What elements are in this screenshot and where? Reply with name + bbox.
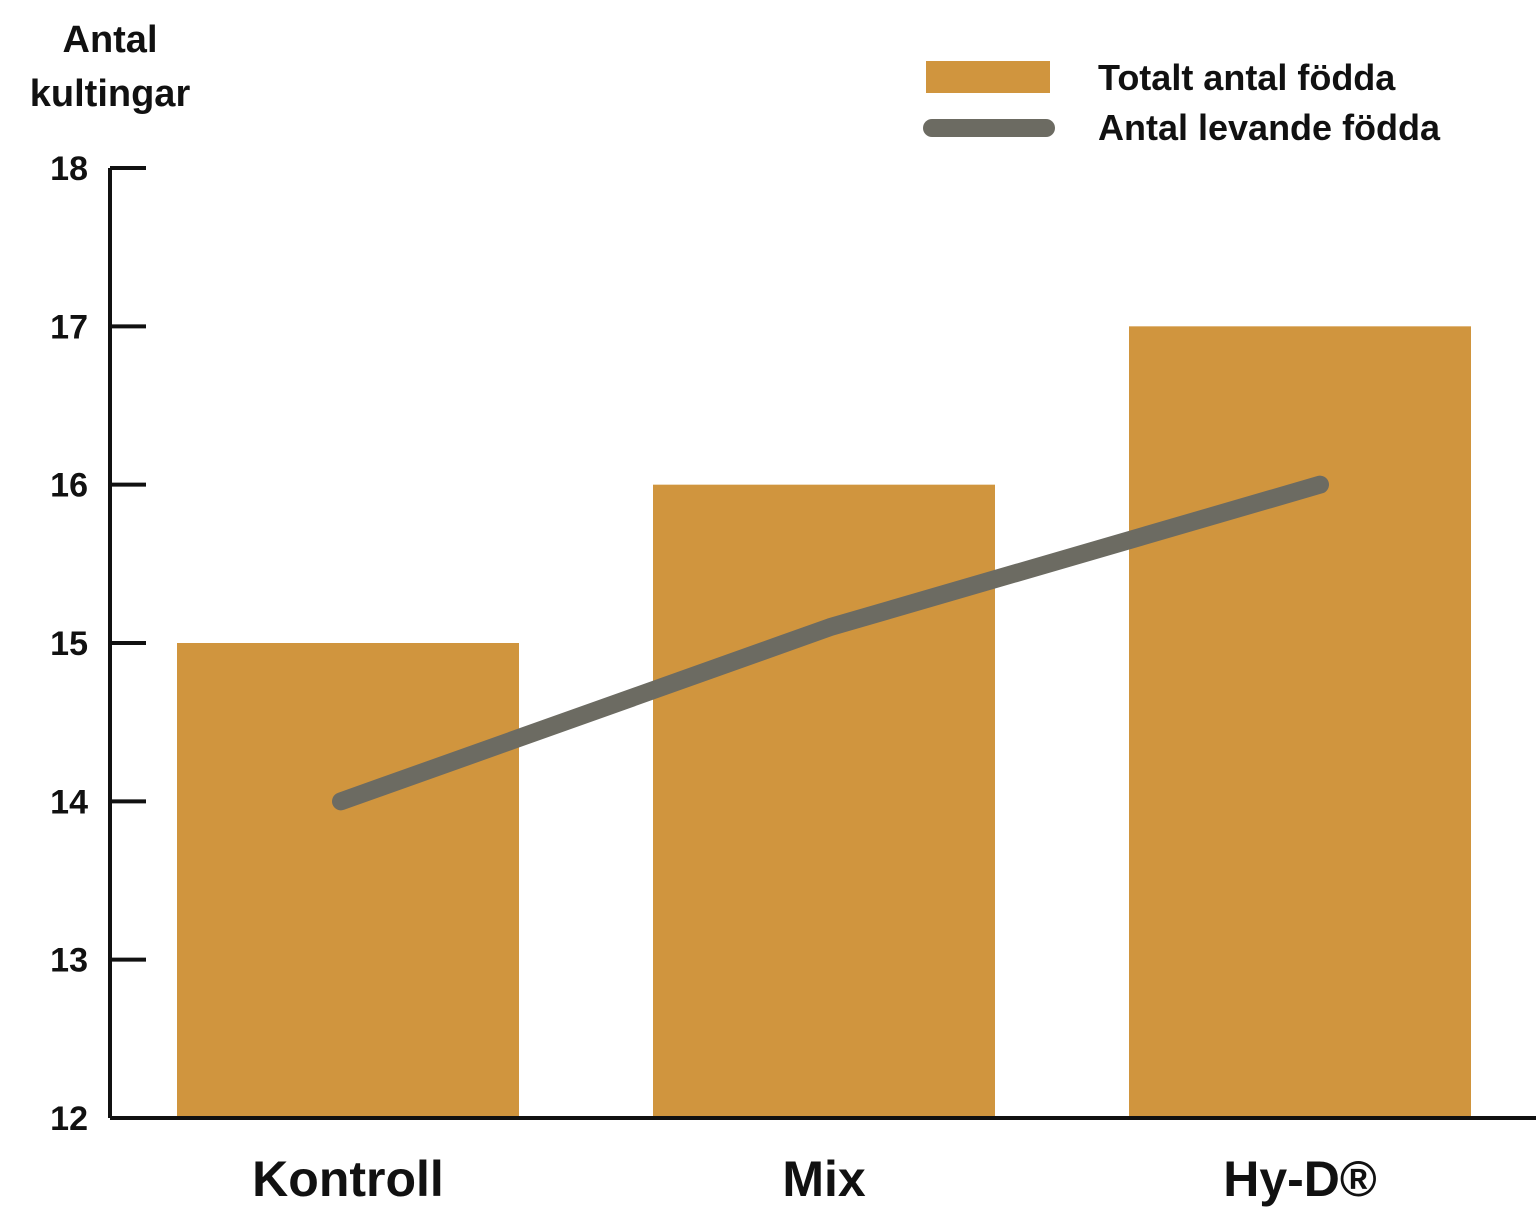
y-tick-label: 13 [50, 942, 88, 980]
y-tick-label: 18 [50, 150, 88, 188]
line-series [332, 475, 1329, 811]
x-categories: Kontroll Mix Hy-D® [252, 1151, 1377, 1207]
y-tick-label: 15 [50, 625, 88, 663]
y-tick-label: 12 [50, 1100, 88, 1138]
series-line [332, 475, 1329, 811]
y-tick-label: 17 [50, 308, 88, 346]
bar-series [177, 326, 1471, 1119]
y-axis-label-line-2: kultingar [30, 73, 191, 115]
y-ticks: 12 13 14 15 16 17 18 [50, 150, 146, 1138]
y-tick-label: 16 [50, 467, 88, 505]
bar [1129, 326, 1471, 1118]
x-category-label: Mix [782, 1151, 866, 1207]
legend: Totalt antal födda Antal levande födda [923, 57, 1441, 148]
x-category-label: Hy-D® [1223, 1151, 1377, 1207]
legend-swatch-bar [926, 61, 1050, 93]
x-category-label: Kontroll [252, 1151, 444, 1207]
y-tick-label: 14 [50, 783, 88, 821]
bar [177, 643, 519, 1118]
y-axis-label-line-1: Antal [63, 19, 158, 61]
legend-label-line: Antal levande födda [1098, 107, 1441, 148]
legend-label-bar: Totalt antal födda [1098, 57, 1396, 98]
bar [653, 484, 995, 1119]
